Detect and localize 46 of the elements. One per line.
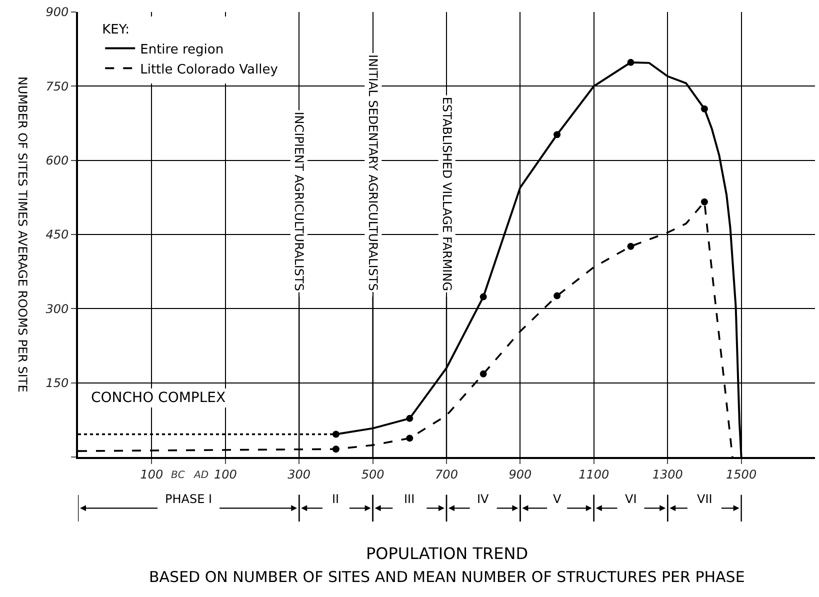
x-tick-label: 1500 — [726, 467, 757, 482]
legend-title: KEY: — [102, 22, 130, 38]
text: III — [404, 492, 415, 506]
x-tick-label: 700 — [435, 467, 458, 482]
text: IV — [477, 492, 490, 506]
x-tick-label: 1300 — [652, 467, 684, 482]
point — [627, 242, 634, 250]
text: BASED ON NUMBER OF SITES AND MEAN NUMBER OF STRUCTURES PER PHASE — [149, 568, 745, 586]
text: VI — [625, 492, 637, 506]
y-tick-label: 750 — [46, 79, 69, 94]
point — [332, 446, 340, 453]
x-tick-label: 100 — [214, 467, 238, 482]
point — [554, 292, 561, 300]
y-tick-label: 600 — [46, 154, 69, 168]
ref-line-label: ESTABLISHED VILLAGE FARMING — [440, 96, 454, 292]
x-tick-label: 300 — [288, 467, 311, 482]
text: II — [332, 492, 340, 506]
text: POPULATION TREND — [366, 544, 528, 563]
y-tick-label: 900 — [46, 5, 69, 20]
y-tick-label: 300 — [46, 302, 69, 316]
point — [700, 105, 708, 112]
point — [332, 430, 340, 438]
point — [700, 198, 708, 206]
text: VII — [697, 492, 712, 506]
y-tick-label: 450 — [46, 228, 69, 242]
y-tick-label: 150 — [46, 376, 69, 390]
point — [406, 414, 414, 422]
point — [480, 293, 487, 300]
text: AD — [193, 470, 209, 481]
annotation: CONCHO COMPLEX — [91, 390, 226, 406]
ref-line-label: INITIAL SEDENTARY AGRICULTURALISTS — [366, 54, 380, 291]
text: V — [553, 492, 562, 506]
text: BC — [171, 470, 185, 481]
x-tick-label: 900 — [508, 467, 532, 482]
ref-line-label: INCIPIENT AGRICULTURALISTS — [292, 112, 306, 291]
text: PHASE I — [165, 492, 212, 506]
x-tick-label: 100 — [140, 467, 164, 482]
y-axis-title: NUMBER OF SITES TIMES AVERAGE ROOMS PER SITE — [16, 76, 30, 392]
legend-label: Little Colorado Valley — [140, 62, 278, 78]
point — [480, 370, 487, 378]
point — [554, 131, 561, 138]
x-tick-label: 500 — [361, 467, 385, 482]
point — [406, 434, 414, 442]
legend-label: Entire region — [140, 42, 224, 58]
x-tick-label: 1100 — [578, 467, 610, 482]
point — [627, 58, 634, 66]
